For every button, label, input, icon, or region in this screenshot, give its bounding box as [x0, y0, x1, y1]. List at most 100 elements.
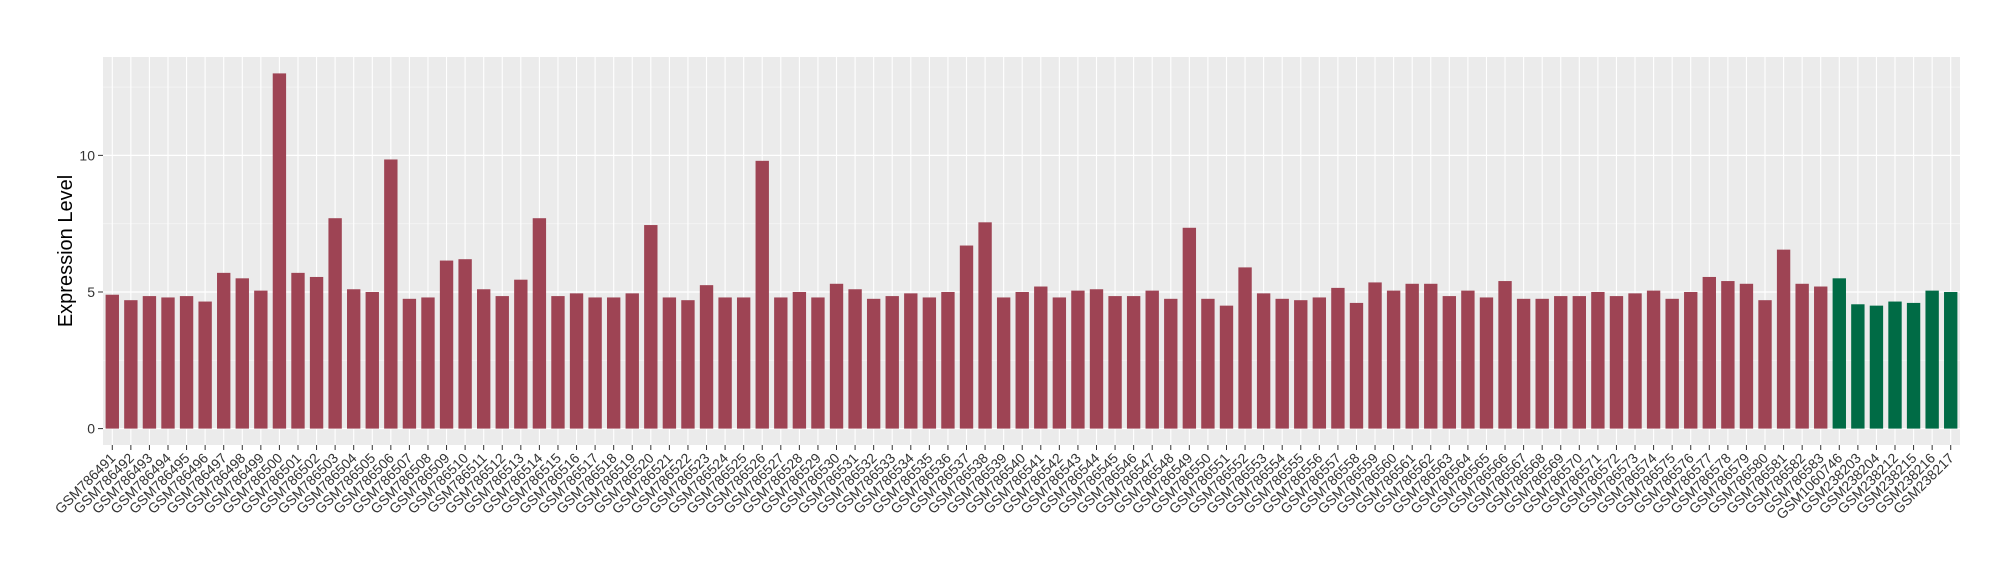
plot-panel [103, 57, 1960, 445]
bar [124, 300, 138, 429]
y-axis-title: Expression Level [55, 175, 77, 327]
bar [1219, 305, 1234, 429]
bar [1275, 298, 1289, 429]
bar [1554, 296, 1568, 429]
bar [1386, 290, 1401, 429]
bar [699, 285, 714, 429]
bar [217, 272, 231, 429]
bar [272, 73, 287, 429]
bar [1349, 302, 1364, 429]
bar [755, 160, 769, 429]
bar [1739, 283, 1754, 429]
bar [309, 276, 324, 429]
bar [681, 300, 695, 429]
bars [105, 73, 1958, 429]
bar [458, 259, 472, 429]
bar [1405, 283, 1419, 429]
bar [1851, 304, 1865, 429]
bar [1312, 297, 1327, 429]
bar [1498, 281, 1512, 429]
bar [1776, 249, 1791, 429]
bar [1535, 298, 1549, 429]
bar [1702, 276, 1716, 429]
bar [254, 290, 268, 429]
bar [1665, 298, 1679, 429]
bar [978, 222, 992, 429]
y-tick-label: 0 [87, 421, 95, 437]
bar [1145, 290, 1159, 429]
bar [1888, 301, 1902, 429]
bar [1795, 283, 1809, 429]
bar [1572, 296, 1587, 429]
bar [1015, 291, 1029, 429]
bar [1256, 293, 1271, 429]
bar [347, 289, 361, 429]
bar [922, 297, 937, 429]
bar [1424, 283, 1438, 429]
bar [1331, 287, 1345, 429]
bar [235, 278, 249, 429]
bar [866, 298, 881, 429]
bar [1126, 296, 1141, 429]
bar [1591, 291, 1605, 429]
bar [736, 297, 751, 429]
bar [1052, 297, 1067, 429]
bar [1479, 297, 1494, 429]
bar [384, 159, 398, 429]
bar [1164, 298, 1178, 429]
bar [1646, 290, 1661, 429]
bar [365, 291, 379, 429]
bar [588, 297, 602, 429]
bar [774, 297, 788, 429]
y-tick-label: 10 [79, 147, 95, 163]
bar [996, 297, 1011, 429]
bar [1294, 300, 1308, 429]
y-tick-label: 5 [87, 284, 95, 300]
x-axis: GSM786491GSM786492GSM786493GSM786494GSM7… [52, 445, 1957, 522]
bar [1628, 293, 1642, 429]
bar [662, 297, 677, 429]
bar [476, 289, 491, 429]
bar [1182, 227, 1197, 429]
bar [904, 293, 918, 429]
bar [1832, 278, 1846, 429]
bar [1108, 296, 1122, 429]
bar [1442, 296, 1457, 429]
bar [1944, 291, 1958, 429]
bar [1684, 291, 1698, 429]
bar [1368, 282, 1382, 429]
y-axis: 0 5 10 [79, 147, 103, 437]
bar [1925, 290, 1939, 429]
bar [792, 291, 807, 429]
bar [1238, 267, 1252, 429]
bar [848, 289, 862, 429]
bar [569, 293, 584, 429]
bar [1089, 289, 1104, 429]
bar [495, 296, 509, 429]
bar [142, 296, 157, 429]
bar [532, 218, 547, 429]
bar [1906, 302, 1921, 429]
bar [1869, 305, 1884, 429]
bar [718, 297, 732, 429]
bar [606, 297, 621, 429]
bar [421, 297, 435, 429]
bar [941, 291, 955, 429]
bar [959, 245, 974, 429]
bar [1201, 298, 1215, 429]
bar [291, 272, 305, 429]
bar [1516, 298, 1531, 429]
bar [1721, 281, 1735, 429]
bar [551, 296, 565, 429]
bar [625, 293, 639, 429]
bar [829, 283, 844, 429]
bar [1461, 290, 1475, 429]
bar [179, 296, 194, 429]
bar [1609, 296, 1624, 429]
bar [514, 279, 528, 429]
bar [1071, 290, 1085, 429]
bar [644, 225, 658, 429]
bar [198, 301, 212, 429]
bar [1758, 300, 1772, 429]
